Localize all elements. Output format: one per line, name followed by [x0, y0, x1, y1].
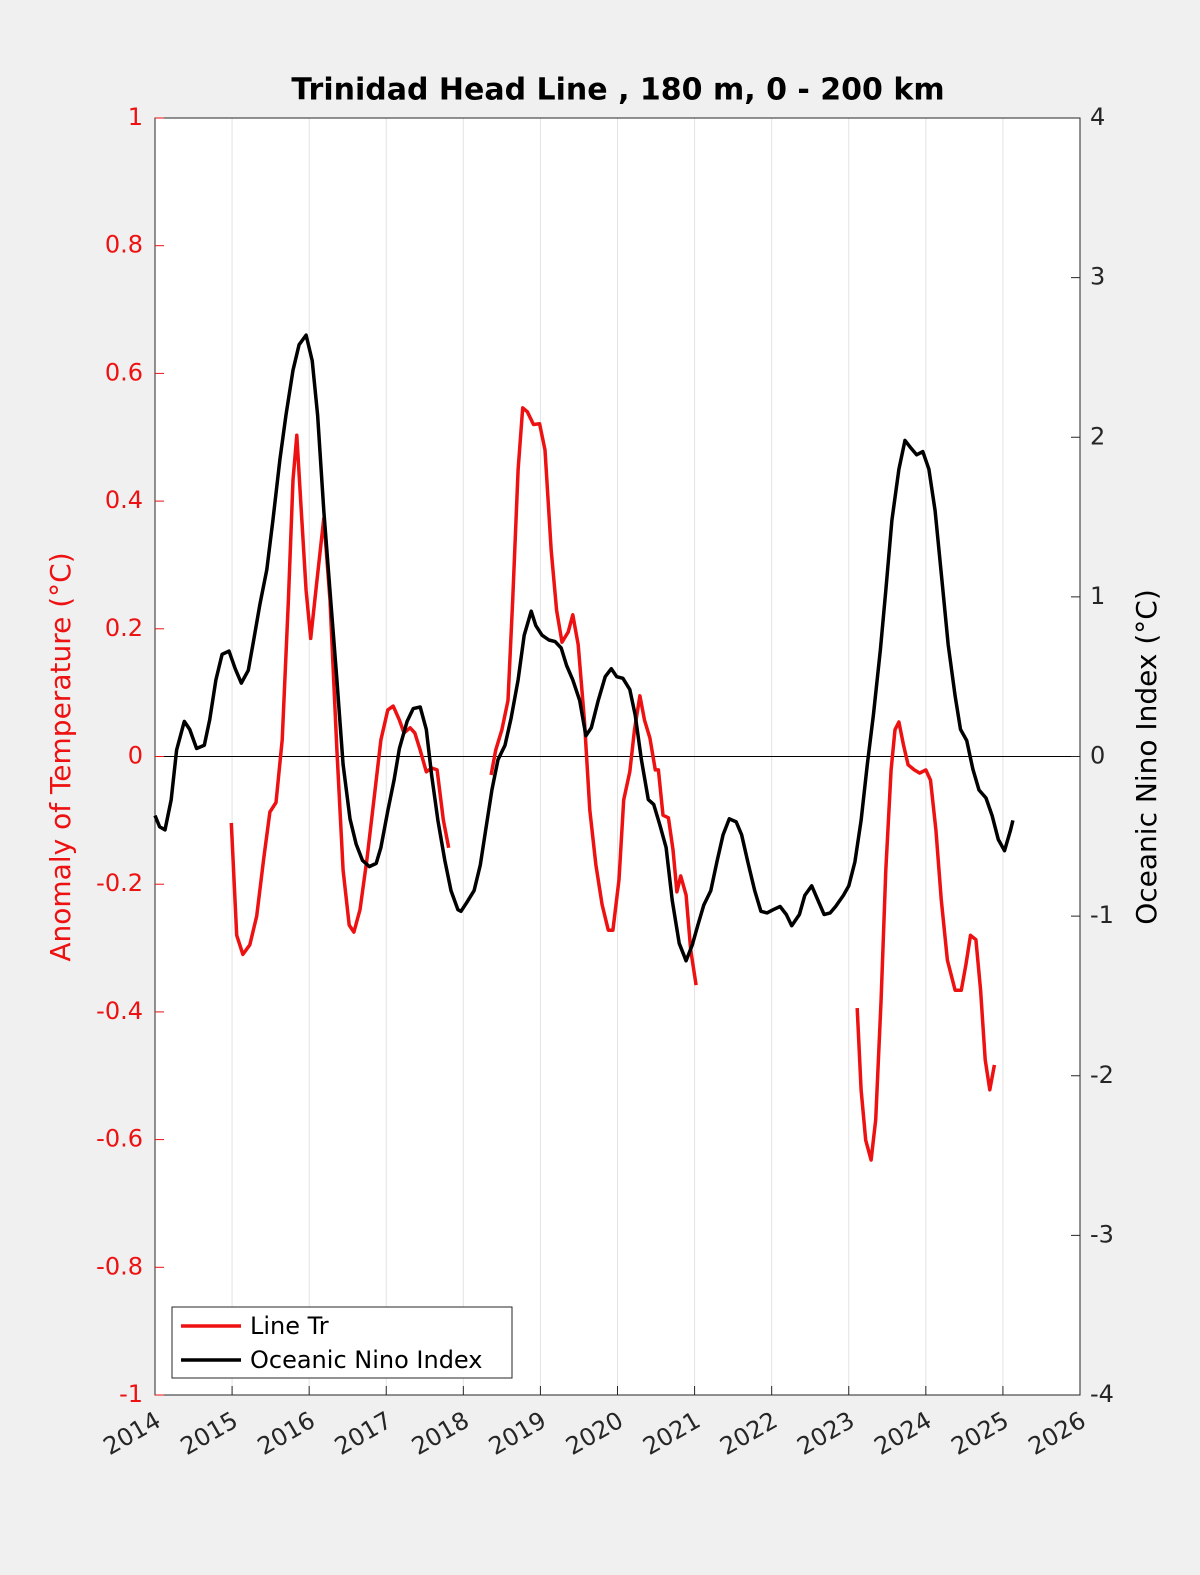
y-tick-label: -0.6 [96, 1125, 143, 1153]
legend-label: Oceanic Nino Index [250, 1346, 482, 1374]
x-tick-label: 2024 [869, 1406, 936, 1461]
x-tick-label: 2016 [253, 1406, 320, 1461]
legend-box [171, 1306, 513, 1379]
x-tick-label: 2018 [407, 1406, 474, 1461]
y2-axis-label: Oceanic Nino Index (°C) [1130, 589, 1163, 925]
y-tick-label: 0.2 [105, 614, 143, 642]
x-tick-label: 2026 [1024, 1406, 1091, 1461]
y2-tick-label: 3 [1090, 263, 1105, 291]
x-tick-label: 2017 [330, 1406, 397, 1461]
y-tick-label: 0.8 [105, 231, 143, 259]
x-tick-label: 2020 [561, 1406, 628, 1461]
x-tick-label: 2019 [484, 1406, 551, 1461]
x-tick-label: 2021 [638, 1406, 705, 1461]
y-tick-label: 0 [128, 742, 143, 770]
y2-tick-label: -4 [1090, 1380, 1114, 1408]
y-axis-label: Anomaly of Temperature (°C) [44, 552, 77, 961]
y2-tick-label: 4 [1090, 103, 1105, 131]
x-tick-label: 2014 [99, 1406, 166, 1461]
y-tick-label: -0.2 [96, 869, 143, 897]
y-tick-label: -0.8 [96, 1252, 143, 1280]
y2-tick-label: 2 [1090, 422, 1105, 450]
y2-tick-label: 0 [1090, 742, 1105, 770]
x-tick-label: 2022 [715, 1406, 782, 1461]
y-tick-label: 1 [128, 103, 143, 131]
y-tick-label: -0.4 [96, 997, 143, 1025]
y-tick-label: 0.4 [105, 486, 143, 514]
chart-title: Trinidad Head Line , 180 m, 0 - 200 km [291, 73, 944, 108]
x-tick-label: 2025 [947, 1406, 1014, 1461]
x-tick-label: 2023 [792, 1406, 859, 1461]
legend-label: Line Tr [250, 1312, 329, 1340]
x-tick-label: 2015 [176, 1406, 243, 1461]
y2-tick-label: 1 [1090, 582, 1105, 610]
series-line [229, 406, 997, 1162]
y2-tick-label: -3 [1090, 1220, 1114, 1248]
y-tick-label: 0.6 [105, 358, 143, 386]
y2-tick-label: -2 [1090, 1061, 1114, 1089]
y-tick-label: -1 [119, 1380, 143, 1408]
y2-tick-label: -1 [1090, 901, 1114, 929]
series-line [153, 333, 1015, 963]
